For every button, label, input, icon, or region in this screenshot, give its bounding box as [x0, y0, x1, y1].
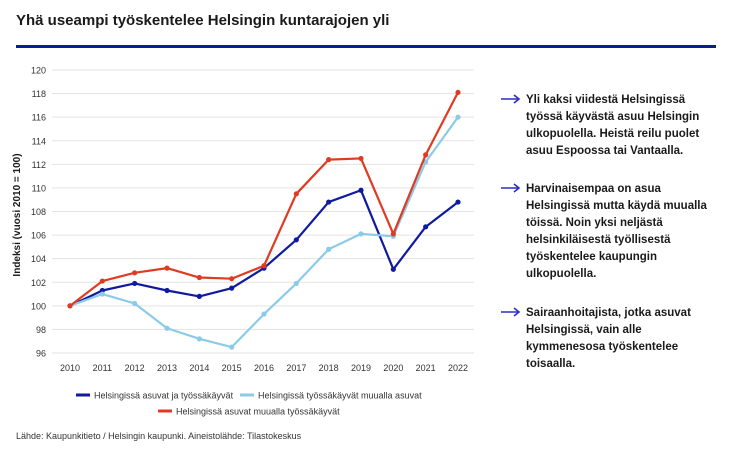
- note-2: Harvinaisempaa on asua Helsingissä mutta…: [526, 183, 707, 280]
- data-point: [293, 191, 299, 197]
- data-point: [390, 231, 396, 237]
- data-point: [358, 187, 364, 193]
- x-tick-label: 2011: [93, 363, 112, 373]
- note-1: Yli kaksi viidestä Helsingissä työssä kä…: [526, 94, 700, 157]
- data-point: [293, 280, 299, 287]
- series-3: [67, 89, 461, 309]
- legend-label: Helsingissä asuvat muualla työssäkäyvät: [176, 407, 340, 417]
- y-tick-label: 98: [36, 325, 46, 335]
- data-point: [164, 287, 170, 294]
- data-point: [455, 89, 461, 96]
- x-tick-label: 2017: [286, 363, 306, 373]
- x-tick-label: 2013: [157, 363, 177, 373]
- data-point: [326, 157, 332, 163]
- data-point: [326, 246, 332, 252]
- y-tick-label: 120: [31, 66, 46, 76]
- series-line: [69, 189, 459, 307]
- data-point: [99, 291, 105, 297]
- legend: Helsingissä asuvat ja työssäkäyvät Helsin…: [76, 391, 422, 417]
- arrow-icon: [501, 307, 521, 317]
- data-point: [326, 199, 332, 205]
- arrow-icon: [501, 183, 521, 193]
- data-point: [99, 278, 105, 284]
- x-tick-label: 2010: [60, 363, 80, 373]
- y-tick-label: 96: [36, 349, 46, 359]
- legend-item: Helsingissä työssäkäyvät muualla asuvat: [240, 391, 422, 401]
- y-tick-label: 116: [32, 113, 46, 123]
- data-point: [455, 114, 461, 120]
- y-tick-label: 118: [32, 89, 46, 99]
- data-point: [390, 266, 396, 272]
- data-point: [196, 336, 202, 342]
- data-point: [423, 224, 429, 230]
- note-3: Sairaanhoitajista, jotka asuvat Helsingi…: [526, 307, 691, 370]
- data-point: [261, 263, 267, 269]
- chart-title: Yhä useampi työskentelee Helsingin kunta…: [16, 12, 390, 29]
- y-tick-label: 110: [32, 183, 46, 193]
- legend-item: Helsingissä asuvat muualla työssäkäyvät: [158, 407, 340, 417]
- data-point: [358, 231, 364, 237]
- series: [67, 89, 461, 350]
- data-point: [196, 293, 202, 299]
- arrow-icon: [501, 94, 521, 104]
- y-tick-label: 112: [32, 160, 46, 170]
- data-point: [423, 152, 429, 158]
- data-point: [455, 199, 461, 205]
- y-axis-ticks: 96 98 100 102 104 106 108 110 112 114 116 118 120: [31, 66, 46, 359]
- data-point: [164, 265, 170, 271]
- y-tick-label: 100: [31, 301, 46, 311]
- y-tick-label: 114: [32, 136, 46, 146]
- data-point: [164, 325, 170, 331]
- data-point: [132, 280, 138, 287]
- data-point: [229, 285, 235, 291]
- x-tick-label: 2014: [189, 363, 209, 373]
- x-tick-label: 2021: [416, 363, 436, 373]
- data-point: [293, 237, 299, 243]
- data-point: [132, 300, 138, 307]
- x-tick-label: 2020: [383, 363, 403, 373]
- y-tick-label: 104: [31, 254, 46, 264]
- source-note: Lähde: Kaupunkitieto / Helsingin kaupunk…: [16, 431, 302, 441]
- grid: [52, 69, 474, 354]
- y-tick-label: 106: [31, 231, 46, 241]
- legend-item: Helsingissä asuvat ja työssäkäyvät: [76, 391, 234, 401]
- x-tick-label: 2015: [222, 363, 242, 373]
- data-point: [229, 276, 235, 282]
- y-tick-label: 102: [31, 278, 46, 288]
- x-tick-label: 2016: [254, 363, 274, 373]
- data-point: [196, 274, 202, 281]
- series-line: [69, 91, 459, 307]
- series-1: [67, 187, 461, 309]
- legend-label: Helsingissä työssäkäyvät muualla asuvat: [258, 391, 422, 401]
- x-tick-label: 2019: [351, 363, 371, 373]
- legend-label: Helsingissä asuvat ja työssäkäyvät: [94, 391, 234, 401]
- y-axis-label: Indeksi (vuosi 2010 = 100): [12, 153, 23, 276]
- series-2: [67, 114, 461, 350]
- title-underline: [16, 45, 716, 48]
- x-axis-ticks: 2010 2011 2012 2013 2014 2015 2016 2017 2018 2019…: [60, 363, 468, 373]
- y-tick-label: 108: [31, 207, 46, 217]
- x-tick-label: 2018: [319, 363, 339, 373]
- data-point: [67, 303, 73, 309]
- data-point: [358, 155, 364, 162]
- x-tick-label: 2012: [125, 363, 145, 373]
- data-point: [261, 311, 267, 317]
- data-point: [229, 344, 235, 350]
- data-point: [132, 270, 138, 276]
- x-tick-label: 2022: [448, 363, 468, 373]
